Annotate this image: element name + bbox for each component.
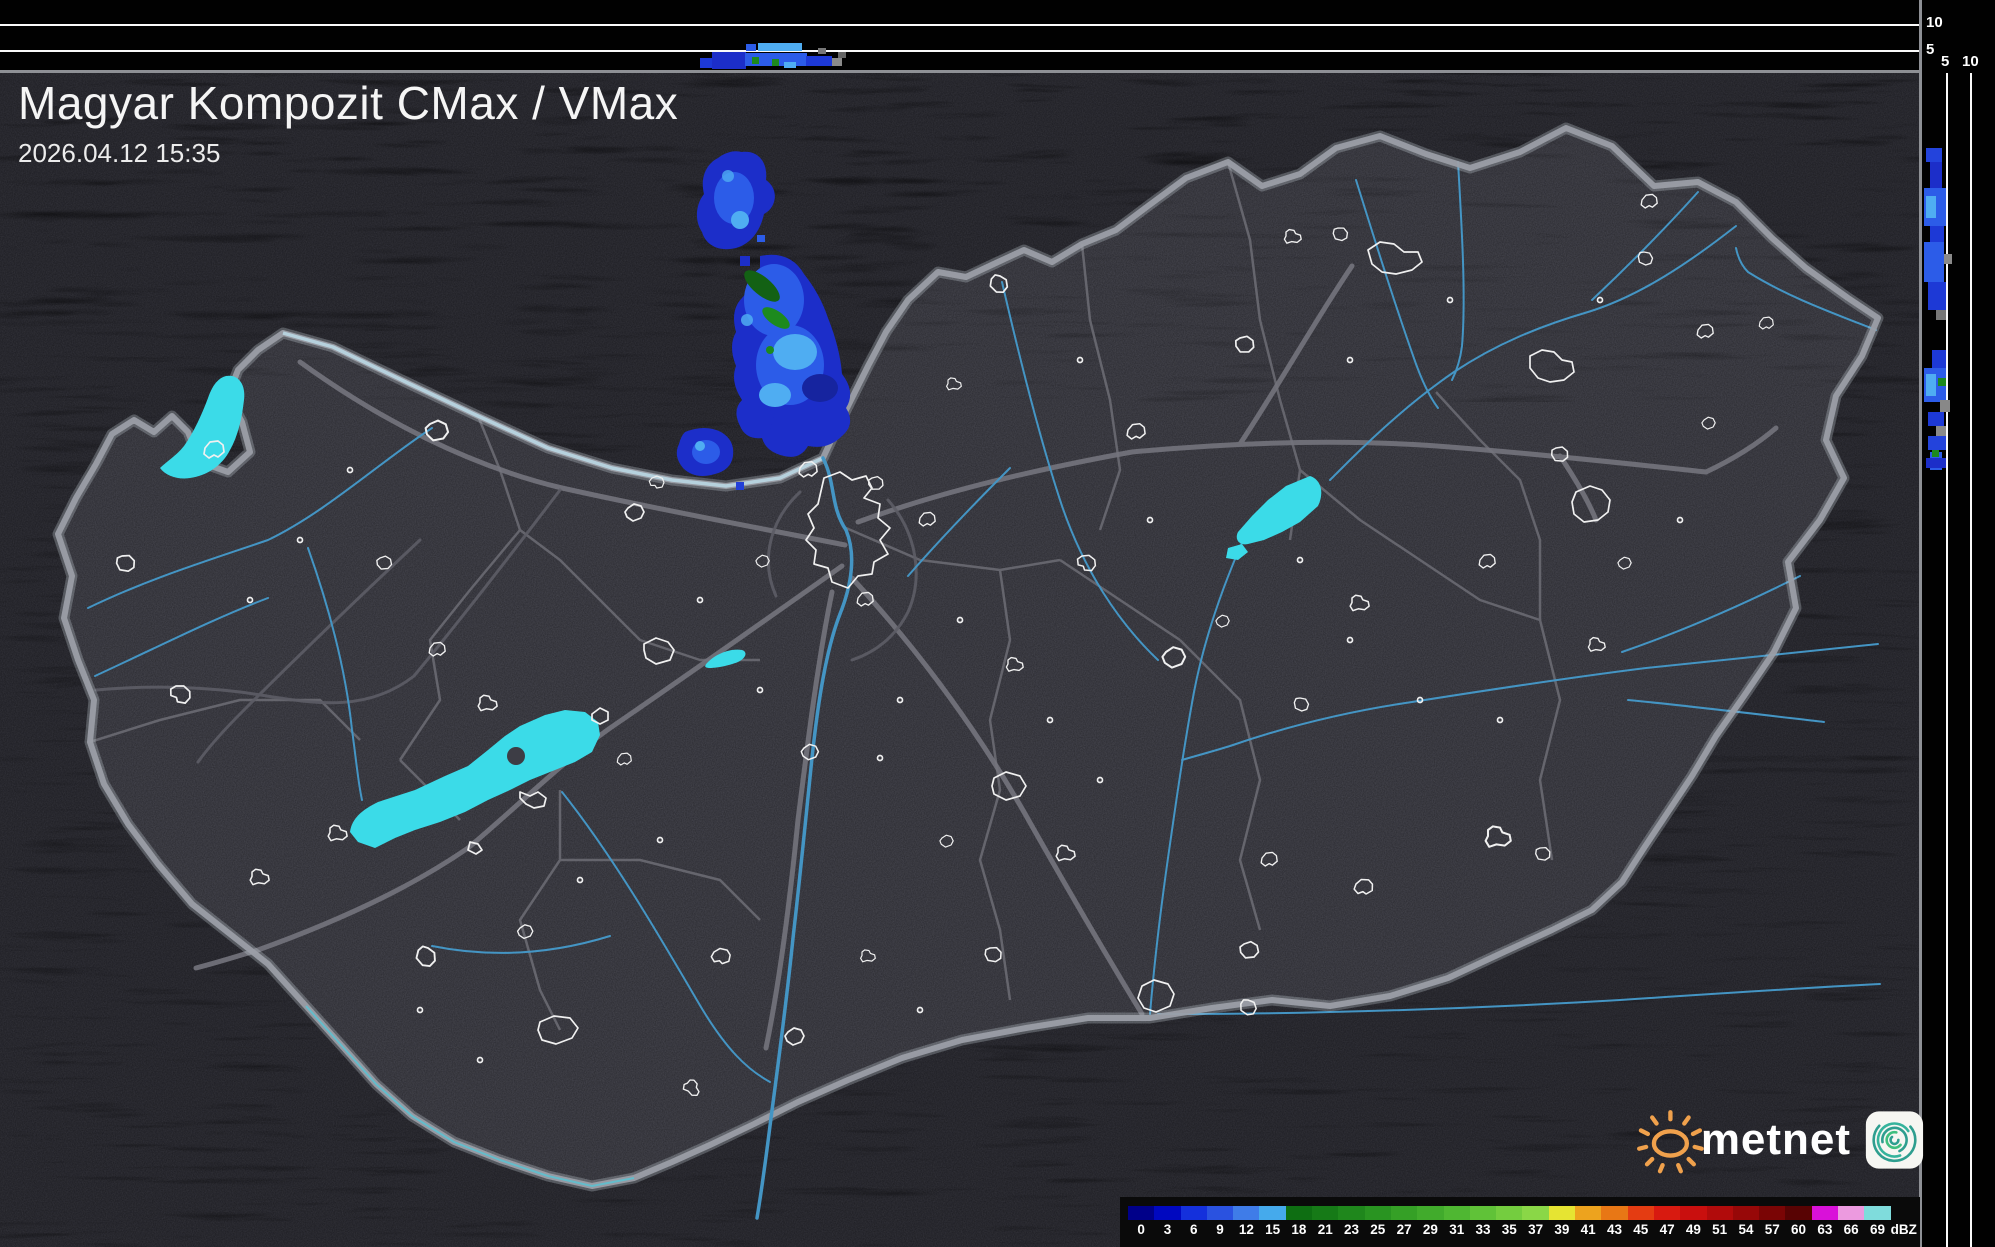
radar-map[interactable] — [0, 72, 1920, 1247]
colorbar-tick: 23 — [1344, 1222, 1360, 1237]
dbz-colorbar: 0 3 6 9 12 15 18 21 23 25 27 29 31 33 35 37 39 41 43 45 47 49… — [1120, 1197, 1920, 1247]
colorbar-tick: 0 — [1137, 1222, 1145, 1237]
colorbar-tick: 27 — [1396, 1222, 1412, 1237]
colorbar-tick: 33 — [1475, 1222, 1491, 1237]
colorbar-cell — [1233, 1206, 1260, 1220]
colorbar-cell — [1338, 1206, 1365, 1220]
colorbar-cell — [1206, 1206, 1234, 1220]
river-danube — [755, 456, 854, 1220]
colorbar-cell — [1601, 1206, 1628, 1220]
colorbar-cell — [1364, 1206, 1391, 1220]
colorbar-cell — [1838, 1206, 1865, 1220]
county-borders — [89, 161, 1562, 1031]
top-profile-echo — [700, 43, 846, 69]
terrain-base — [0, 72, 1920, 1247]
colorbar-cells — [1128, 1206, 1891, 1220]
colorbar-cell — [1522, 1206, 1549, 1220]
towns — [112, 193, 1774, 1100]
colorbar-unit: dBZ — [1890, 1222, 1917, 1237]
colorbar-tick: 41 — [1580, 1222, 1596, 1237]
lakes — [160, 375, 1322, 848]
sun-icon — [1637, 1110, 1704, 1174]
colorbar-tick: 3 — [1163, 1222, 1172, 1237]
country-border — [58, 128, 1878, 1186]
colorbar-tick: 69 — [1869, 1222, 1885, 1237]
colorbar-cell — [1390, 1206, 1418, 1220]
colorbar-cell — [1128, 1206, 1155, 1220]
village-dots — [246, 296, 1684, 1064]
colorbar-tick: 9 — [1216, 1222, 1224, 1237]
right-profile-gridline-5km — [1946, 73, 1948, 1247]
colorbar-cell — [1864, 1206, 1891, 1220]
strip-separator-horizontal — [0, 70, 1995, 73]
colorbar-cell — [1785, 1206, 1812, 1220]
rivers — [87, 161, 1881, 1083]
colorbar-tick: 60 — [1791, 1222, 1807, 1237]
timestamp: 2026.04.12 15:35 — [18, 138, 221, 168]
colorbar-tick: 31 — [1449, 1222, 1465, 1237]
colorbar-tick: 45 — [1633, 1222, 1649, 1237]
colorbar-tick: 12 — [1238, 1222, 1254, 1237]
colorbar-tick: 6 — [1189, 1222, 1198, 1237]
page-title: Magyar Kompozit CMax / VMax — [18, 77, 679, 129]
colorbar-tick: 25 — [1370, 1222, 1386, 1237]
colorbar-tick: 35 — [1501, 1222, 1517, 1237]
colorbar-ticks: 0 3 6 9 12 15 18 21 23 25 27 29 31 33 35 37 39 41 43 45 47 49… — [1128, 1222, 1921, 1238]
branding[interactable]: metnet — [1634, 1098, 1924, 1182]
top-profile-gridline-10km — [0, 24, 1920, 26]
right-profile-label-10: 10 — [1962, 53, 1979, 70]
title-block: Magyar Kompozit CMax / VMax 2026.04.12 1… — [18, 76, 678, 169]
colorbar-tick: 57 — [1764, 1222, 1780, 1237]
colorbar-cell — [1285, 1206, 1313, 1220]
town-budapest — [805, 471, 891, 589]
colorbar-tick: 51 — [1712, 1222, 1728, 1237]
radar-echoes — [676, 151, 851, 490]
lake-tisza — [1236, 476, 1322, 545]
colorbar-tick: 18 — [1291, 1222, 1307, 1237]
colorbar-cell — [1653, 1206, 1681, 1220]
colorbar-cell — [1180, 1206, 1207, 1220]
top-profile-label-5: 5 — [1926, 41, 1935, 58]
right-profile-gridline-10km — [1970, 73, 1972, 1247]
metnet-app-icon — [1865, 1111, 1924, 1169]
colorbar-cell — [1469, 1206, 1497, 1220]
colorbar-cell — [1706, 1206, 1733, 1220]
top-profile-label-10: 10 — [1926, 14, 1943, 31]
colorbar-tick: 43 — [1606, 1222, 1622, 1237]
colorbar-tick: 66 — [1843, 1222, 1859, 1237]
colorbar-tick: 47 — [1659, 1222, 1675, 1237]
colorbar-cell — [1496, 1206, 1523, 1220]
colorbar-cell — [1575, 1206, 1602, 1220]
colorbar-tick: 21 — [1317, 1222, 1333, 1237]
colorbar-cell — [1259, 1206, 1286, 1220]
lake-velence — [705, 649, 746, 668]
logo-text: metnet — [1700, 1115, 1852, 1164]
colorbar-cell — [1443, 1206, 1470, 1220]
top-profile-strip — [0, 0, 1920, 70]
colorbar-tick: 49 — [1685, 1222, 1701, 1237]
right-profile-strip: 10 5 5 10 — [1922, 0, 1995, 1247]
colorbar-tick: 37 — [1528, 1222, 1544, 1237]
colorbar-cell — [1417, 1206, 1444, 1220]
colorbar-cell — [1548, 1206, 1576, 1220]
colorbar-cell — [1312, 1206, 1339, 1220]
colorbar-cell — [1154, 1206, 1181, 1220]
colorbar-cell — [1732, 1206, 1760, 1220]
strip-separator-vertical — [1919, 0, 1922, 1247]
colorbar-tick: 63 — [1817, 1222, 1833, 1237]
colorbar-tick: 29 — [1422, 1222, 1438, 1237]
top-profile-gridline-5km — [0, 50, 1920, 52]
colorbar-tick: 39 — [1554, 1222, 1570, 1237]
colorbar-cell — [1759, 1206, 1786, 1220]
colorbar-cell — [1627, 1206, 1654, 1220]
right-profile-label-5: 5 — [1941, 53, 1950, 70]
colorbar-cell — [1680, 1206, 1707, 1220]
right-profile-echo — [1924, 148, 1952, 470]
colorbar-tick: 54 — [1738, 1222, 1754, 1237]
colorbar-cell — [1811, 1206, 1839, 1220]
lake-balaton — [350, 710, 600, 848]
colorbar-tick: 15 — [1265, 1222, 1281, 1237]
